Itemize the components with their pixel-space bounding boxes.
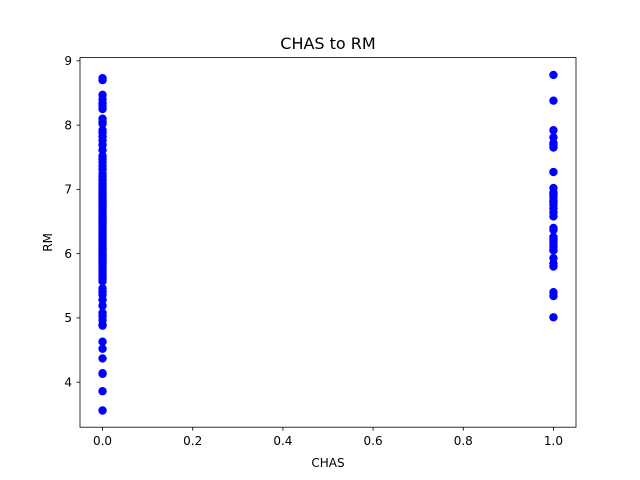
data-point xyxy=(98,369,107,378)
plot-area xyxy=(80,57,576,428)
x-tick-label: 1.0 xyxy=(544,434,563,448)
x-tick-label: 0.0 xyxy=(93,434,112,448)
data-point xyxy=(549,70,558,80)
data-point xyxy=(98,114,107,123)
y-tick-label: 9 xyxy=(64,54,72,68)
data-point xyxy=(98,151,107,161)
y-tick-label: 6 xyxy=(64,247,72,261)
x-tick-label: 0.4 xyxy=(273,434,292,448)
x-tick-label: 0.2 xyxy=(183,434,202,448)
data-point xyxy=(98,126,107,135)
data-point xyxy=(549,253,558,263)
data-point xyxy=(549,96,558,105)
data-point xyxy=(98,73,107,83)
data-point xyxy=(98,387,107,396)
points-layer xyxy=(98,70,558,415)
x-axis-label: CHAS xyxy=(311,456,344,470)
data-point xyxy=(549,183,558,193)
data-point xyxy=(98,301,107,310)
y-tick-label: 5 xyxy=(64,311,72,325)
data-point xyxy=(549,212,558,221)
data-point xyxy=(98,337,107,346)
data-point xyxy=(549,167,558,177)
data-point xyxy=(549,232,558,242)
data-point xyxy=(98,344,107,353)
x-axis-ticks: 0.0 0.2 0.4 0.6 0.8 1.0 xyxy=(93,427,563,448)
data-point xyxy=(98,354,107,363)
data-point xyxy=(549,190,558,199)
y-axis-ticks: 4 5 6 7 8 9 xyxy=(64,54,80,390)
data-point xyxy=(549,288,558,297)
data-point xyxy=(549,223,558,233)
data-point xyxy=(549,313,558,322)
data-point xyxy=(98,284,107,293)
y-tick-label: 8 xyxy=(64,118,72,132)
chart-title: CHAS to RM xyxy=(280,34,375,53)
data-point xyxy=(549,198,558,207)
data-point xyxy=(98,90,107,100)
plot-frame xyxy=(79,57,577,428)
y-tick-label: 7 xyxy=(64,183,72,197)
data-point xyxy=(549,138,558,148)
data-point xyxy=(98,406,107,415)
data-point xyxy=(549,126,558,135)
data-point xyxy=(549,133,558,142)
data-point xyxy=(549,246,558,255)
x-tick-label: 0.8 xyxy=(454,434,473,448)
y-axis-label: RM xyxy=(41,233,55,252)
x-tick-label: 0.6 xyxy=(364,434,383,448)
data-point xyxy=(98,308,107,317)
y-tick-label: 4 xyxy=(64,376,72,390)
